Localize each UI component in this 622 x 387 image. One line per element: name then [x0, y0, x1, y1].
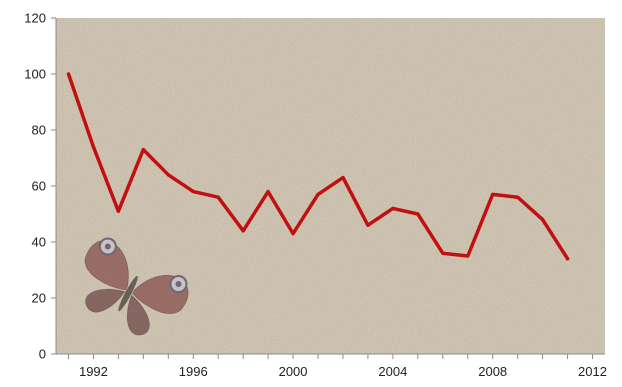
butterfly-eyespot-center: [104, 243, 111, 250]
x-tick-label: 2012: [578, 364, 607, 379]
data-point: [416, 212, 420, 216]
y-tick-label: 40: [32, 235, 46, 250]
data-point: [391, 206, 395, 210]
data-point: [141, 148, 145, 152]
y-axis-ticks: 0 20 40 60 80 100 120: [24, 11, 56, 362]
x-axis-ticks: 1992 1996 2000 2004 2008 2012: [67, 354, 607, 379]
x-tick-label: 1992: [79, 364, 108, 379]
y-tick-label: 60: [32, 179, 46, 194]
data-point: [341, 176, 345, 180]
y-tick-label: 100: [24, 67, 46, 82]
y-tick-label: 20: [32, 291, 46, 306]
data-point: [541, 218, 545, 222]
x-tick-label: 2000: [279, 364, 308, 379]
butterfly-wing: [126, 294, 150, 336]
data-point: [441, 251, 445, 255]
series-group: [66, 72, 570, 261]
data-point: [241, 229, 245, 233]
y-tick-label: 80: [32, 123, 46, 138]
data-point: [66, 72, 71, 76]
data-point: [91, 145, 96, 149]
data-point: [466, 254, 470, 258]
data-point: [166, 173, 170, 177]
butterfly-body: [118, 275, 138, 312]
data-point: [316, 192, 320, 196]
butterfly-wing: [85, 288, 126, 313]
data-point: [516, 195, 520, 199]
x-tick-label: 1996: [179, 364, 208, 379]
data-point: [491, 192, 495, 196]
data-point: [216, 195, 220, 199]
butterfly-wing: [84, 240, 129, 291]
data-point: [116, 209, 120, 213]
y-tick-label: 120: [24, 11, 46, 26]
data-point: [366, 223, 370, 227]
y-tick-label: 0: [39, 347, 46, 362]
x-tick-label: 2004: [378, 364, 407, 379]
data-point: [191, 190, 195, 194]
data-point: [565, 257, 570, 261]
butterfly-icon: [84, 237, 189, 336]
x-tick-label: 2008: [478, 364, 507, 379]
data-point: [266, 190, 270, 194]
data-point: [291, 232, 295, 236]
butterfly-eyespot-center: [175, 281, 182, 288]
